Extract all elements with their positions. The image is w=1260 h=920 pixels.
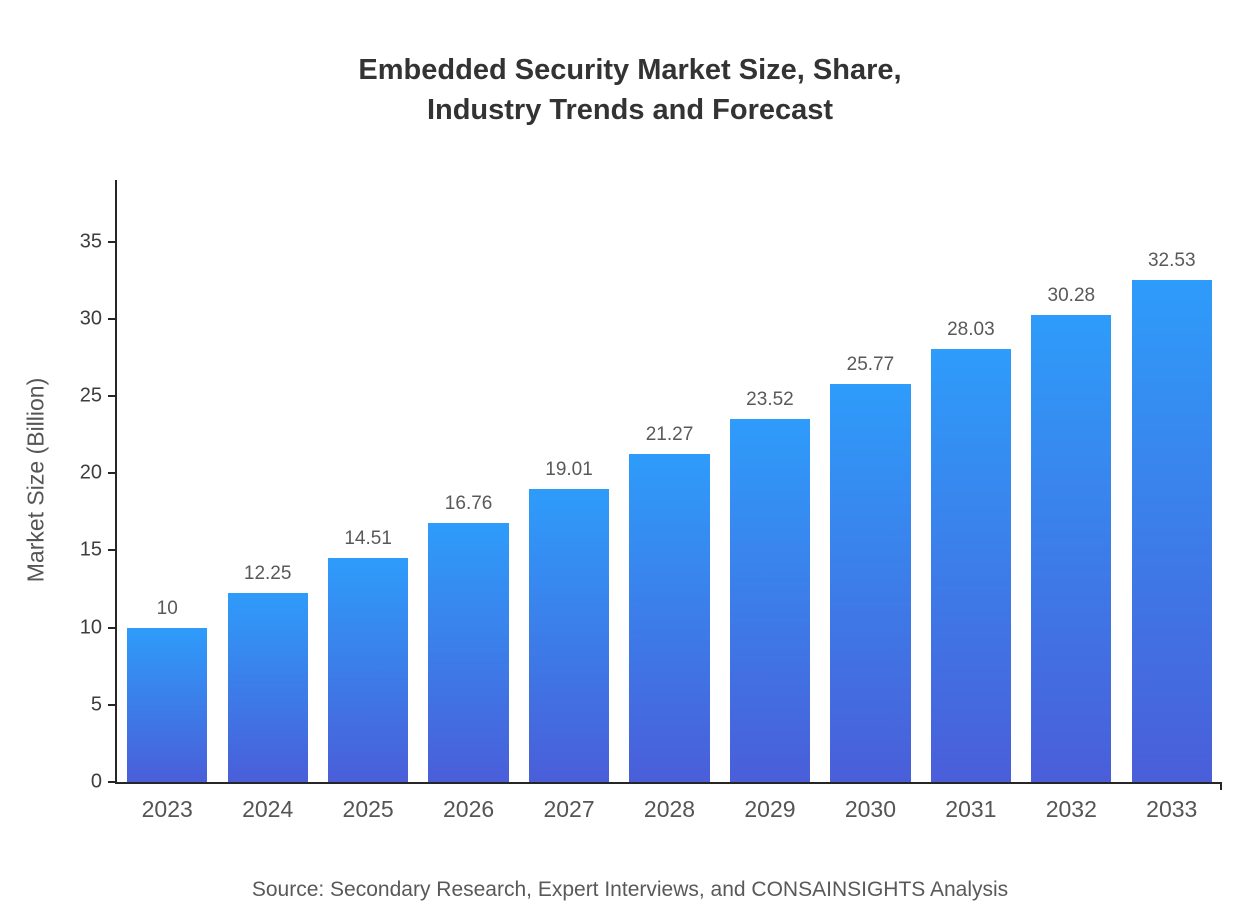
bar-2025 xyxy=(327,558,409,782)
bar-2032 xyxy=(1031,314,1112,782)
y-tick-label-20: 20 xyxy=(79,461,102,484)
bar-2028 xyxy=(629,453,710,782)
y-tick-mark-0 xyxy=(108,781,117,783)
bar-2024 xyxy=(227,592,308,782)
bar-value-label-2023: 10 xyxy=(156,597,178,619)
plot-area: 10 2023 12.25 2024 14.51 2025 16.76 2026 19.01 20… xyxy=(80,180,1222,822)
bar-2031 xyxy=(930,349,1012,782)
y-tick-label-10: 10 xyxy=(79,616,102,639)
y-tick-mark-10 xyxy=(108,626,117,629)
y-tick-mark-30 xyxy=(108,317,117,320)
source-caption: Source: Secondary Research, Expert Inter… xyxy=(251,878,1009,901)
x-tick-label-2026: 2026 xyxy=(442,796,495,822)
x-tick-label-2025: 2025 xyxy=(342,796,394,822)
x-tick-label-2029: 2029 xyxy=(744,796,796,822)
chart-title-line-2: Industry Trends and Forecast xyxy=(426,94,834,126)
y-axis-label: Market Size (Billion) xyxy=(22,377,49,583)
y-tick-mark-20 xyxy=(108,472,117,475)
x-tick-label-2027: 2027 xyxy=(543,796,595,822)
y-tick-mark-15 xyxy=(108,549,117,552)
x-tick-label-2031: 2031 xyxy=(945,796,997,822)
y-tick-label-25: 25 xyxy=(79,384,102,407)
chart-title-line-1: Embedded Security Market Size, Share, xyxy=(358,54,902,86)
x-tick-label-2030: 2030 xyxy=(844,796,896,822)
bar-value-label-2029: 23.52 xyxy=(746,388,794,410)
bar-value-label-2032: 30.28 xyxy=(1047,284,1096,306)
y-tick-label-35: 35 xyxy=(79,230,102,253)
bar-value-label-2025: 14.51 xyxy=(344,528,392,550)
y-tick-mark-25 xyxy=(108,395,117,398)
y-tick-label-0: 0 xyxy=(90,770,102,793)
x-tick-label-2028: 2028 xyxy=(643,796,696,822)
x-axis-end-tick xyxy=(1220,782,1222,790)
bar-2027 xyxy=(528,488,610,782)
x-tick-label-2023: 2023 xyxy=(141,796,193,822)
bar-value-label-2033: 32.53 xyxy=(1147,249,1196,271)
bar-value-label-2027: 19.01 xyxy=(545,458,593,480)
x-tick-label-2032: 2032 xyxy=(1045,796,1097,822)
x-tick-label-2024: 2024 xyxy=(242,796,294,822)
bar-2033 xyxy=(1131,279,1212,782)
bar-value-label-2024: 12.25 xyxy=(243,562,292,584)
y-tick-label-5: 5 xyxy=(90,693,102,716)
bar-2023 xyxy=(127,627,208,782)
y-tick-label-15: 15 xyxy=(79,538,102,561)
bar-value-label-2030: 25.77 xyxy=(846,354,895,376)
bar-value-label-2028: 21.27 xyxy=(645,423,694,445)
y-tick-mark-5 xyxy=(108,703,117,706)
chart-title: Embedded Security Market Size, Share, In… xyxy=(0,50,1260,130)
bar-2026 xyxy=(428,523,509,782)
y-tick-mark-35 xyxy=(108,240,117,243)
bar-2029 xyxy=(729,418,811,782)
y-tick-label-30: 30 xyxy=(79,307,102,330)
x-tick-label-2033: 2033 xyxy=(1146,796,1198,822)
bar-2030 xyxy=(830,384,911,782)
bar-value-label-2026: 16.76 xyxy=(444,493,493,515)
bar-value-label-2031: 28.03 xyxy=(947,319,995,341)
